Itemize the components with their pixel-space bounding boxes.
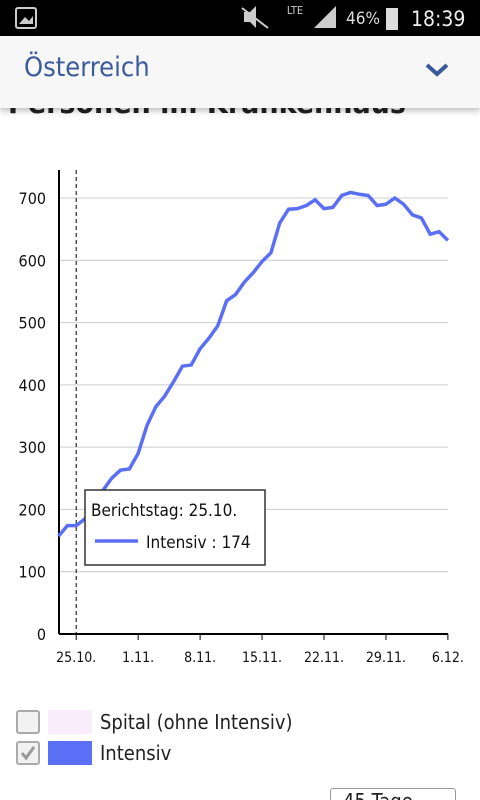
gallery-icon-shape — [19, 16, 33, 24]
x-tick-label: 8.11. — [184, 650, 216, 666]
y-tick-label: 700 — [19, 189, 46, 208]
tooltip-title: Berichtstag: 25.10. — [91, 501, 237, 521]
y-tick-label: 500 — [19, 314, 46, 333]
checkbox[interactable] — [16, 741, 40, 765]
mute-icon — [244, 6, 256, 28]
tooltip-label: Intensiv : 174 — [146, 533, 251, 553]
battery-label: 46% — [346, 9, 380, 29]
legend-item[interactable]: Intensiv — [16, 741, 171, 765]
chevron-path — [425, 63, 449, 77]
y-tick-label: 300 — [19, 438, 46, 457]
battery-icon — [386, 8, 398, 30]
status-bar: LTE 46% 18:39 — [0, 0, 480, 36]
legend-swatch — [48, 710, 92, 734]
x-tick-label: 6.12. — [432, 650, 464, 666]
region-title[interactable]: Österreich — [24, 52, 150, 83]
range-label: 45 Tage — [343, 789, 413, 800]
x-tick-label: 25.10. — [56, 650, 96, 666]
header: Österreich — [0, 36, 480, 108]
y-tick-label: 600 — [19, 251, 46, 270]
x-tick-label: 22.11. — [304, 650, 344, 666]
chart: 0 100 200 300 400 500 600 700 25.10. 1.11. 8.11. 15… — [19, 170, 464, 666]
status-icons: LTE 46% 18:39 — [15, 4, 465, 31]
x-tick-label: 29.11. — [366, 650, 406, 666]
x-tick-label: 15.11. — [242, 650, 282, 666]
legend-item[interactable]: Spital (ohne Intensiv) — [16, 710, 293, 734]
dropdown-chevron[interactable] — [424, 60, 450, 80]
legend-label: Spital (ohne Intensiv) — [100, 710, 293, 734]
y-tick-label: 100 — [19, 563, 46, 582]
legend-swatch — [48, 741, 92, 765]
network-label: LTE — [287, 4, 303, 17]
tooltip: Berichtstag: 25.10. Intensiv : 174 — [84, 489, 266, 566]
y-tick-label: 400 — [19, 376, 46, 395]
check-mark — [20, 746, 36, 761]
x-tick-label: 1.11. — [122, 650, 154, 666]
check-path — [20, 746, 36, 761]
legend-label: Intensiv — [100, 741, 172, 765]
clock: 18:39 — [411, 7, 465, 31]
range-select[interactable]: 45 Tage — [330, 788, 456, 800]
signal-icon — [314, 6, 336, 28]
series-line — [57, 190, 450, 538]
tooltip-box — [84, 489, 266, 566]
mute-slash — [241, 7, 269, 29]
y-tick-label: 200 — [19, 500, 46, 519]
y-tick-label: 0 — [37, 625, 46, 644]
checkbox[interactable] — [16, 710, 40, 734]
gallery-icon — [15, 7, 37, 29]
